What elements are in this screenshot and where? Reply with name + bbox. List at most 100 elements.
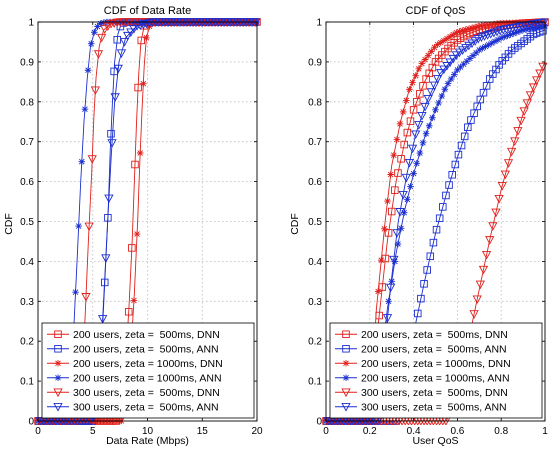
data-point: [491, 38, 499, 45]
data-point: [412, 98, 421, 106]
data-point: [451, 51, 462, 60]
data-point: [472, 295, 482, 305]
data-point: [419, 139, 427, 147]
data-point: [494, 36, 502, 43]
data-point: [485, 41, 492, 49]
data-point: [381, 254, 390, 263]
data-point: [434, 41, 441, 48]
data-point: [123, 31, 133, 41]
data-point: [454, 66, 461, 74]
x-tick-label: 15: [197, 426, 209, 437]
data-point: [471, 23, 479, 31]
legend-label: 200 users, zeta = 1000ms, ANN: [73, 373, 222, 385]
data-point: [124, 308, 133, 316]
data-point: [445, 58, 455, 68]
data-point: [516, 27, 524, 35]
y-tick-label: 0.6: [20, 177, 34, 188]
data-point: [450, 71, 458, 78]
legend-swatch-marker: [54, 330, 62, 339]
data-point: [420, 102, 430, 112]
data-point: [136, 149, 144, 157]
data-point: [497, 182, 507, 191]
legend-entry: 200 users, zeta = 500ms, ANN: [47, 344, 219, 356]
x-tick-label: 1: [542, 426, 548, 437]
data-point: [126, 28, 136, 38]
data-point: [432, 225, 441, 234]
data-point: [465, 25, 473, 33]
x-axis-label: User QoS: [412, 435, 458, 447]
data-point: [133, 230, 141, 238]
data-point: [134, 83, 142, 92]
data-point: [448, 171, 456, 179]
data-point: [468, 24, 476, 32]
data-point: [456, 28, 463, 35]
data-point: [390, 151, 398, 159]
data-point: [426, 252, 435, 261]
data-point: [410, 170, 417, 177]
data-point: [507, 31, 514, 38]
legend: 200 users, zeta = 500ms, DNN 200 users, z…: [329, 322, 543, 419]
data-point: [409, 106, 418, 114]
legend-label: 200 users, zeta = 1000ms, DNN: [73, 358, 223, 370]
data-point: [407, 144, 418, 154]
data-point: [397, 225, 405, 232]
data-point: [532, 24, 539, 31]
data-point: [423, 94, 433, 104]
data-point: [535, 69, 545, 79]
data-point: [475, 280, 485, 290]
data-point: [460, 132, 469, 141]
data-point: [391, 186, 399, 194]
y-tick-label: 0.9: [308, 57, 322, 68]
data-point: [420, 280, 428, 288]
x-tick-label: 0.6: [450, 426, 464, 437]
data-point: [424, 52, 432, 59]
data-point: [429, 81, 440, 91]
legend-label: 200 users, zeta = 500ms, ANN: [361, 344, 507, 356]
data-point: [385, 298, 392, 305]
data-point: [406, 86, 413, 93]
data-point: [494, 194, 504, 204]
data-point: [417, 112, 427, 121]
y-tick-label: 1: [28, 18, 34, 29]
data-rate-chart: CDF of Data Rate Data Rate (Mbps) CDF 0 5…: [3, 5, 263, 447]
data-point: [459, 27, 466, 34]
data-point: [449, 31, 457, 38]
data-point: [414, 121, 424, 130]
data-point: [81, 105, 89, 113]
legend-entry: 300 users, zeta = 500ms, ANN: [47, 402, 219, 414]
y-tick-label: 0.4: [20, 257, 34, 268]
data-point: [446, 33, 454, 40]
data-point: [393, 136, 401, 143]
legend: 200 users, zeta = 500ms, DNN 200 users, z…: [41, 322, 255, 419]
data-point: [113, 64, 123, 74]
data-point: [457, 63, 464, 71]
data-point: [384, 197, 391, 205]
data-point: [435, 99, 442, 107]
data-point: [387, 171, 394, 178]
data-point: [113, 35, 122, 44]
data-point: [428, 48, 435, 55]
y-tick-label: 0.3: [308, 297, 322, 308]
data-point: [482, 43, 489, 50]
data-point: [411, 130, 421, 140]
y-tick-label: 0.1: [308, 377, 322, 388]
data-point: [377, 256, 385, 264]
x-tick-label: 20: [251, 426, 263, 437]
data-point: [513, 127, 523, 136]
y-tick-label: 0.8: [308, 97, 322, 108]
data-point: [519, 26, 527, 34]
data-point: [421, 56, 429, 63]
data-point: [401, 173, 411, 183]
data-point: [387, 207, 396, 216]
data-point: [107, 139, 117, 148]
legend-swatch-marker: [342, 330, 350, 339]
data-point: [451, 160, 460, 169]
legend-label: 200 users, zeta = 500ms, DNN: [361, 329, 508, 341]
x-tick-label: 10: [142, 426, 154, 437]
data-point: [100, 25, 110, 34]
data-point: [439, 203, 447, 211]
data-point: [529, 24, 536, 32]
data-point: [510, 137, 520, 146]
data-point: [425, 122, 433, 130]
legend-swatch-marker: [53, 403, 63, 412]
